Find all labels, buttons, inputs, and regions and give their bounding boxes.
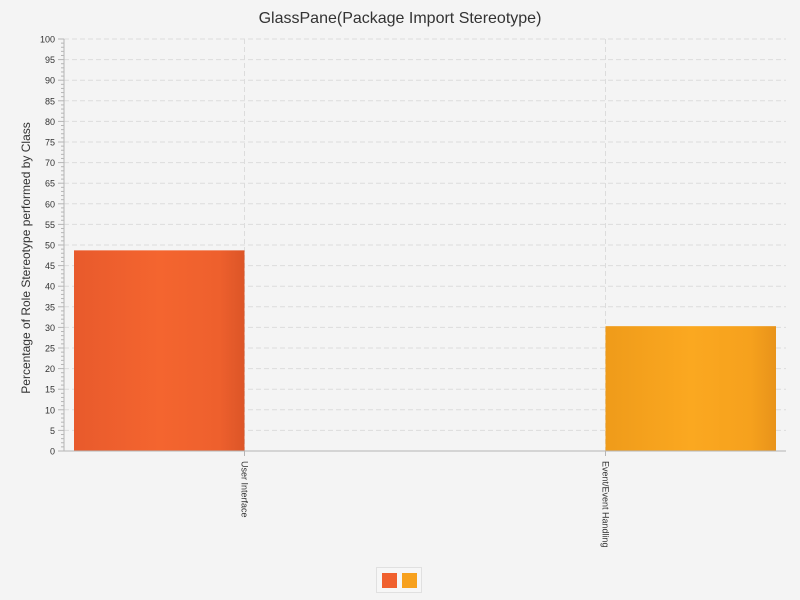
y-tick-label: 85 — [45, 96, 55, 106]
y-tick-label: 40 — [45, 282, 55, 292]
y-tick-label: 75 — [45, 138, 55, 148]
y-tick-label: 60 — [45, 199, 55, 209]
y-tick-label: 55 — [45, 220, 55, 230]
chart-title: GlassPane(Package Import Stereotype) — [259, 10, 542, 27]
y-tick-label: 50 — [45, 241, 55, 251]
x-tick-label: User Interface — [240, 461, 250, 518]
y-tick-label: 20 — [45, 364, 55, 374]
y-tick-label: 35 — [45, 302, 55, 312]
bar — [74, 250, 245, 451]
y-tick-label: 15 — [45, 385, 55, 395]
y-tick-label: 90 — [45, 76, 55, 86]
y-tick-label: 5 — [50, 426, 55, 436]
y-tick-label: 30 — [45, 323, 55, 333]
bars — [74, 250, 776, 451]
legend-swatch-series-2 — [402, 573, 417, 588]
y-tick-label: 100 — [40, 35, 55, 45]
y-axis-label: Percentage of Role Stereotype performed … — [19, 122, 33, 393]
x-tick-label: Event/Event Handling — [601, 461, 611, 548]
legend — [376, 567, 422, 593]
y-tick-label: 10 — [45, 405, 55, 415]
y-tick-label: 65 — [45, 179, 55, 189]
y-tick-label: 25 — [45, 344, 55, 354]
bar — [605, 326, 776, 451]
y-tick-label: 45 — [45, 261, 55, 271]
y-tick-label: 0 — [50, 447, 55, 457]
y-tick-label: 95 — [45, 55, 55, 65]
axes: 0 5 10 15 20 25 30 35 40 45 50 55 60 65 70 75 80 85 90 95 10… — [40, 35, 786, 548]
legend-swatch-series-1 — [382, 573, 397, 588]
y-tick-label: 80 — [45, 117, 55, 127]
y-tick-label: 70 — [45, 158, 55, 168]
